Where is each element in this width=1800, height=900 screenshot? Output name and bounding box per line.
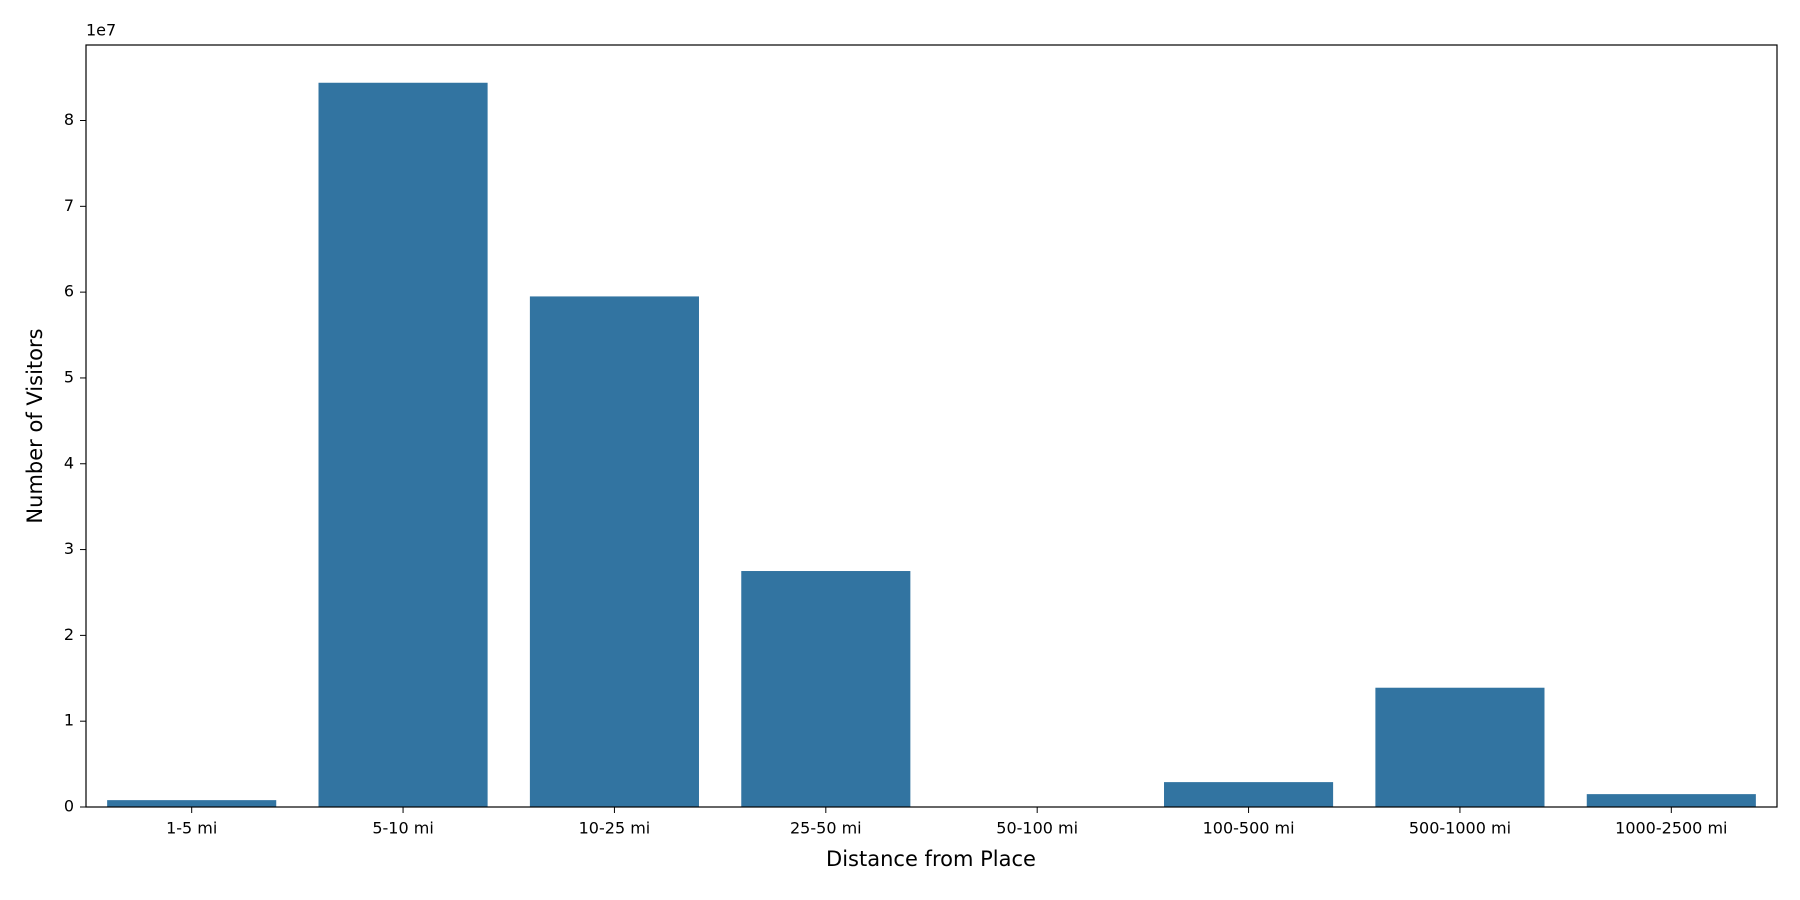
y-tick-label: 7 [64,196,74,215]
y-offset-label: 1e7 [86,21,116,40]
bar [107,800,277,807]
y-axis-title: Number of Visitors [23,328,47,523]
bar [1164,782,1334,807]
x-tick-label: 10-25 mi [579,819,651,838]
x-tick-label: 50-100 mi [996,819,1078,838]
x-tick-label: 100-500 mi [1203,819,1295,838]
y-tick-label: 0 [64,797,74,816]
bar [1375,687,1545,807]
y-tick-label: 2 [64,625,74,644]
bar [318,82,488,807]
x-tick-label: 500-1000 mi [1409,819,1511,838]
x-tick-label: 1000-2500 mi [1615,819,1727,838]
bar [1586,794,1756,807]
x-tick-label: 25-50 mi [790,819,862,838]
x-axis-title: Distance from Place [826,847,1036,871]
bar [741,571,911,807]
y-tick-label: 5 [64,367,74,386]
bar [529,296,699,807]
y-tick-label: 8 [64,110,74,129]
x-tick-label: 1-5 mi [166,819,217,838]
y-tick-label: 4 [64,453,74,472]
plot-frame [85,44,1778,808]
y-tick-label: 6 [64,282,74,301]
x-tick-label: 5-10 mi [372,819,433,838]
y-tick-label: 3 [64,539,74,558]
y-tick-label: 1 [64,711,74,730]
